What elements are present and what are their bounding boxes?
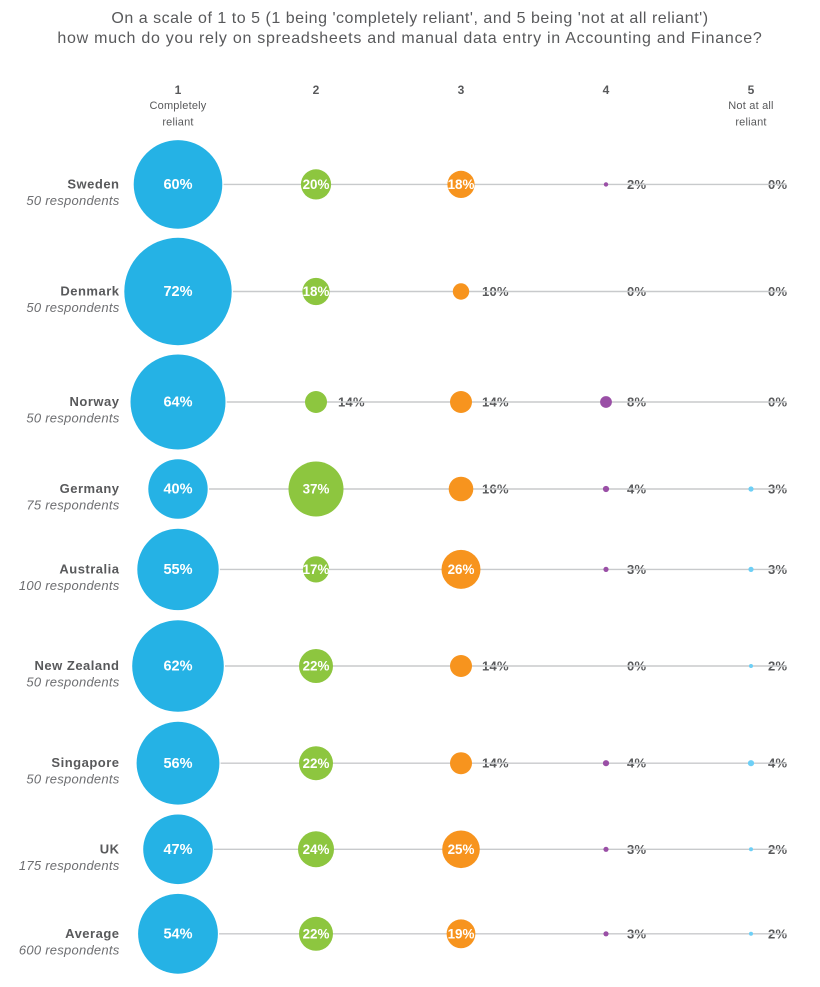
svg-text:47%: 47%	[163, 842, 192, 858]
svg-text:50 respondents: 50 respondents	[26, 772, 119, 787]
svg-text:3: 3	[458, 83, 465, 97]
svg-text:UK: UK	[100, 841, 120, 856]
svg-text:20%: 20%	[303, 177, 330, 192]
svg-text:72%: 72%	[163, 284, 192, 300]
svg-text:40%: 40%	[163, 482, 192, 498]
svg-text:37%: 37%	[303, 482, 330, 497]
svg-text:how much do you rely on spread: how much do you rely on spreadsheets and…	[57, 30, 762, 47]
svg-text:50 respondents: 50 respondents	[26, 193, 119, 208]
svg-text:22%: 22%	[303, 659, 330, 674]
svg-text:Denmark: Denmark	[60, 284, 119, 299]
svg-text:Sweden: Sweden	[67, 176, 119, 191]
svg-text:26%: 26%	[448, 562, 475, 577]
svg-text:Australia: Australia	[59, 561, 119, 576]
svg-text:55%: 55%	[163, 562, 192, 578]
svg-text:62%: 62%	[163, 659, 192, 675]
svg-text:50 respondents: 50 respondents	[26, 411, 119, 426]
svg-text:18%: 18%	[448, 177, 475, 192]
svg-text:Completely: Completely	[149, 100, 206, 112]
svg-text:75 respondents: 75 respondents	[26, 498, 119, 513]
svg-text:Singapore: Singapore	[51, 755, 119, 770]
svg-text:Average: Average	[65, 926, 119, 941]
svg-text:54%: 54%	[163, 927, 192, 943]
svg-text:64%: 64%	[163, 395, 192, 411]
svg-text:50 respondents: 50 respondents	[26, 300, 119, 315]
svg-text:56%: 56%	[163, 756, 192, 772]
svg-text:175 respondents: 175 respondents	[19, 858, 120, 873]
svg-text:On a scale of 1 to 5 (1 being: On a scale of 1 to 5 (1 being 'completel…	[111, 10, 708, 27]
svg-text:1: 1	[175, 83, 182, 97]
svg-text:22%: 22%	[303, 756, 330, 771]
svg-text:19%: 19%	[448, 927, 475, 942]
svg-text:Not at all: Not at all	[728, 100, 773, 112]
svg-text:Norway: Norway	[70, 394, 120, 409]
svg-text:100 respondents: 100 respondents	[19, 578, 120, 593]
svg-text:60%: 60%	[163, 177, 192, 193]
svg-text:50 respondents: 50 respondents	[26, 675, 119, 690]
svg-text:New Zealand: New Zealand	[35, 658, 120, 673]
svg-text:reliant: reliant	[162, 117, 193, 129]
svg-text:17%: 17%	[303, 562, 330, 577]
svg-text:Germany: Germany	[60, 481, 120, 496]
svg-text:2: 2	[313, 83, 320, 97]
svg-text:4: 4	[603, 83, 610, 97]
svg-text:24%: 24%	[303, 842, 330, 857]
svg-text:25%: 25%	[448, 842, 475, 857]
svg-text:600 respondents: 600 respondents	[19, 942, 120, 957]
svg-text:22%: 22%	[303, 927, 330, 942]
svg-text:18%: 18%	[303, 284, 330, 299]
svg-text:5: 5	[748, 83, 755, 97]
svg-text:reliant: reliant	[735, 117, 766, 129]
